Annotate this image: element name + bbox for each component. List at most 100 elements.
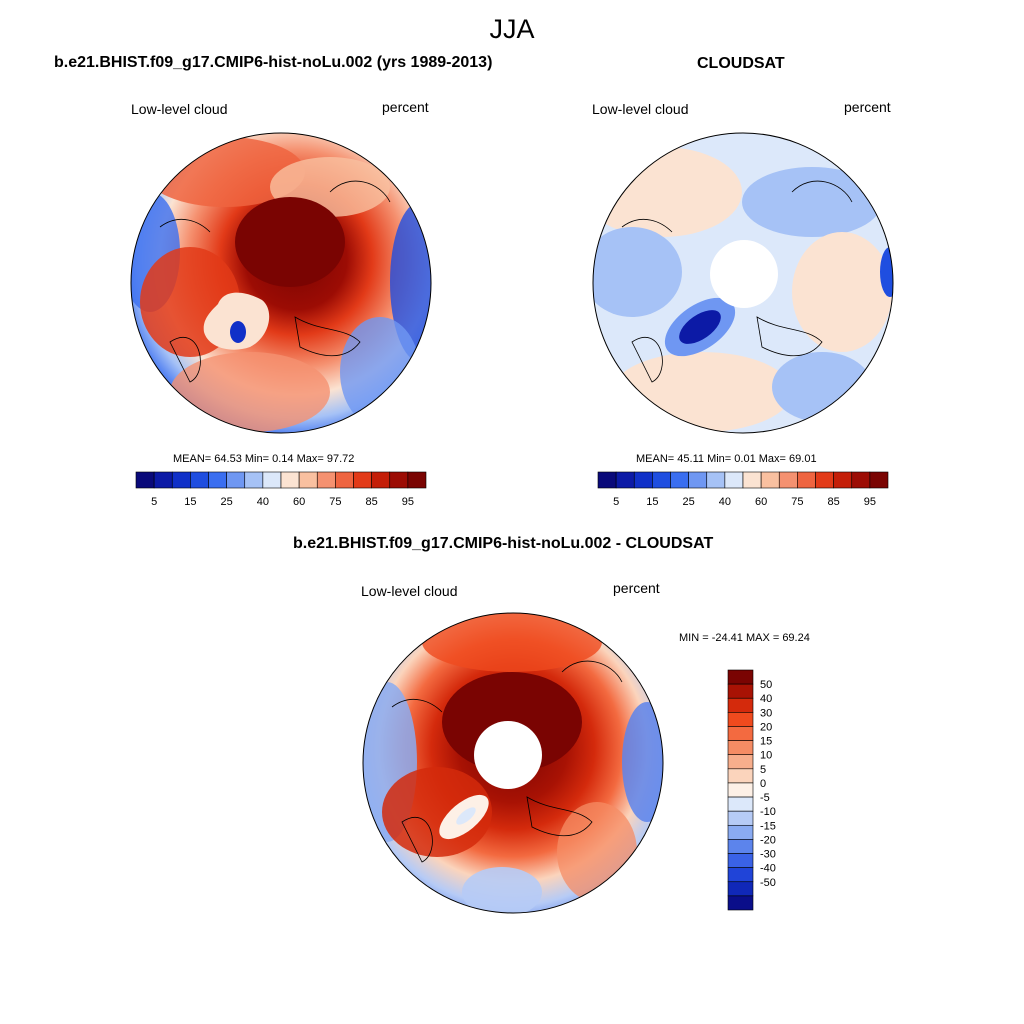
obs-colorbar-tick-label: 15 [646, 496, 658, 508]
obs-colorbar-swatch [815, 471, 834, 489]
model-colorbar-swatch [389, 471, 409, 489]
coastlines [391, 660, 623, 863]
model-colorbar-swatch [208, 471, 227, 489]
model-colorbar-swatch [244, 471, 264, 489]
diff-colorbar-swatch [727, 839, 754, 854]
obs-colorbar-tick-label: 75 [791, 496, 803, 508]
map-boundary [362, 612, 664, 914]
obs-colorbar-swatch [724, 471, 744, 489]
diff-field-patch [422, 613, 602, 672]
diff-colorbar-swatch [727, 712, 754, 727]
model-colorbar-swatch [316, 471, 336, 489]
obs-colorbar-swatch [760, 471, 780, 489]
model-colorbar-tick-label: 75 [329, 496, 341, 508]
diff-colorbar-tick-label: -50 [760, 877, 776, 889]
obs-colorbar-tick-label: 95 [864, 496, 876, 508]
obs-colorbar-swatch [652, 471, 671, 489]
diff-colorbar-tick-label: 10 [760, 750, 772, 762]
obs-colorbar-swatch [869, 471, 889, 489]
obs-max-label: Max= [758, 453, 786, 465]
diff-colorbar-tick-label: 15 [760, 736, 772, 748]
model-colorbar-swatch [226, 471, 246, 489]
obs-colorbar-swatch [833, 471, 853, 489]
model-colorbar-swatch [335, 471, 354, 489]
obs-field-patch [772, 352, 872, 422]
model-colorbar-tick-label: 40 [257, 496, 269, 508]
diff-colorbar-tick-label: -10 [760, 806, 776, 818]
obs-field-patch [880, 247, 893, 297]
diff-colorbar-swatch [727, 867, 754, 883]
diff-colorbar-swatch [727, 768, 754, 784]
model-colorbar-swatch [190, 471, 209, 489]
diff-colorbar-tick-label: -15 [760, 820, 776, 832]
obs-min-label: Min= [707, 453, 732, 465]
obs-polar-map [592, 132, 894, 434]
diff-colorbar-tick-label: 0 [760, 778, 766, 790]
obs-field-patch [792, 232, 892, 352]
model-colorbar-swatch [298, 471, 318, 489]
diff-variable-label: Low-level cloud [361, 583, 458, 599]
diff-colorbar-tick-label: -20 [760, 834, 776, 846]
diff-field-patch [462, 867, 542, 913]
model-colorbar-swatch [280, 471, 300, 489]
model-colorbar-tick-label: 85 [366, 496, 378, 508]
obs-colorbar-tick-label: 85 [828, 496, 840, 508]
model-colorbar-tick-label: 95 [402, 496, 414, 508]
greenland-minimum [230, 321, 246, 343]
obs-mean-label: MEAN= [636, 453, 675, 465]
obs-mean-value: 45.11 [677, 453, 704, 465]
model-colorbar: 5 15 25 40 60 75 85 95 [135, 471, 427, 508]
model-colorbar-swatch [262, 471, 282, 489]
model-mean-value: 64.53 [214, 453, 242, 465]
diff-colorbar-swatch [727, 726, 754, 741]
model-colorbar-tick-label: 5 [151, 496, 157, 508]
model-units-label: percent [382, 99, 429, 115]
diff-colorbar-swatch [727, 740, 754, 756]
model-variable-label: Low-level cloud [131, 101, 228, 117]
diff-colorbar-swatch [727, 697, 754, 713]
greenland-minimum [456, 807, 476, 825]
diff-colorbar-swatch [727, 895, 754, 911]
diff-colorbar-swatch [727, 754, 754, 770]
diff-colorbar-swatch [727, 782, 754, 798]
diff-colorbar-tick-label: 40 [760, 693, 772, 705]
model-max-value: 97.72 [326, 453, 355, 465]
map-boundary [130, 132, 432, 434]
diff-colorbar-tick-label: 30 [760, 707, 772, 719]
obs-colorbar-swatch [851, 471, 871, 489]
obs-field-patch [742, 167, 882, 237]
model-colorbar-swatch [371, 471, 391, 489]
greenland-minimum [679, 310, 721, 344]
model-min-label: Min= [244, 453, 270, 465]
season-title: JJA [489, 14, 535, 44]
diff-field-patch [382, 767, 492, 857]
obs-colorbar-swatch [797, 471, 816, 489]
diff-colorbar-tick-label: -5 [760, 792, 770, 804]
diff-colorbar-swatch [727, 683, 754, 699]
model-colorbar-swatch [153, 471, 173, 489]
diff-colorbar-swatch [727, 853, 754, 868]
model-colorbar-swatch [171, 471, 191, 489]
diff-colorbar-swatch [727, 881, 754, 897]
model-colorbar-swatch [353, 471, 372, 489]
diff-colorbar-swatch [727, 796, 754, 812]
model-field-patch [170, 352, 330, 432]
obs-field-patch [612, 352, 792, 432]
diff-colorbar-swatch [727, 669, 754, 685]
diff-panel-title: b.e21.BHIST.f09_g17.CMIP6-hist-noLu.002 … [293, 535, 714, 552]
obs-colorbar-swatch [615, 471, 635, 489]
diff-colorbar-tick-label: 20 [760, 721, 772, 733]
obs-stats: MEAN= 45.11 Min= 0.01 Max= 69.01 [636, 453, 817, 465]
no-data-pole [710, 240, 778, 308]
obs-panel-title: CLOUDSAT [697, 55, 785, 72]
obs-colorbar-swatch [597, 471, 617, 489]
greenland-region [203, 292, 270, 350]
diff-colorbar-tick-label: -30 [760, 849, 776, 861]
model-colorbar-tick-label: 15 [184, 496, 196, 508]
coastlines [159, 180, 391, 383]
model-min-value: 0.14 [272, 453, 294, 465]
obs-colorbar-tick-label: 40 [719, 496, 731, 508]
obs-colorbar-swatch [670, 471, 689, 489]
diff-colorbar-tick-label: 5 [760, 764, 766, 776]
model-colorbar-swatch [135, 471, 155, 489]
